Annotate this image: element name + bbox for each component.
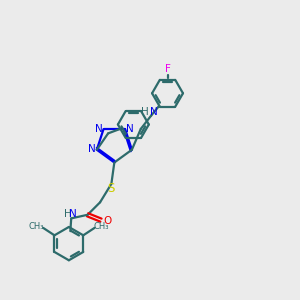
Text: N: N — [68, 209, 76, 219]
Text: H: H — [64, 209, 71, 219]
Text: F: F — [165, 64, 171, 74]
Text: N: N — [150, 107, 158, 117]
Text: N: N — [126, 124, 134, 134]
Text: H: H — [141, 107, 148, 117]
Text: CH₃: CH₃ — [29, 222, 44, 231]
Text: CH₃: CH₃ — [93, 222, 109, 231]
Text: N: N — [88, 144, 95, 154]
Text: S: S — [107, 182, 115, 195]
Text: N: N — [94, 124, 102, 134]
Text: O: O — [103, 216, 112, 226]
